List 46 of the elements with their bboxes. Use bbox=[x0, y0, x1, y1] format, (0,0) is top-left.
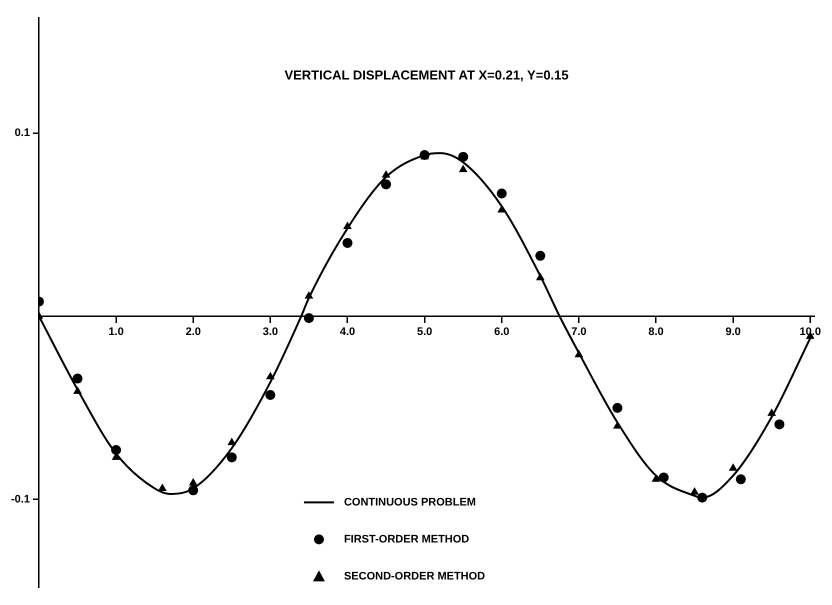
point bbox=[304, 291, 314, 299]
x-tick-label: 8.0 bbox=[648, 326, 664, 338]
x-tick-label: 2.0 bbox=[186, 326, 201, 338]
x-tick-label: 3.0 bbox=[262, 326, 278, 338]
point bbox=[188, 478, 198, 486]
point bbox=[774, 419, 784, 430]
x-tick-label: 9.0 bbox=[725, 326, 741, 338]
point bbox=[188, 485, 198, 496]
point bbox=[73, 386, 82, 394]
point bbox=[342, 238, 352, 248]
point bbox=[72, 374, 83, 384]
point bbox=[266, 372, 275, 380]
point bbox=[728, 463, 738, 471]
point bbox=[458, 164, 468, 172]
point bbox=[226, 452, 237, 462]
text: VERTICAL DISPLACEMENT AT X=0.21, Y=0.15 bbox=[284, 68, 569, 83]
point bbox=[690, 487, 699, 495]
point bbox=[535, 250, 546, 261]
y-tick-label: 0.1 bbox=[14, 127, 30, 140]
point bbox=[158, 483, 167, 491]
point bbox=[265, 390, 276, 400]
point bbox=[381, 179, 392, 190]
y-tick-label: -0.1 bbox=[10, 493, 30, 506]
point bbox=[536, 272, 545, 280]
x-tick-label: 6.0 bbox=[494, 326, 510, 338]
point bbox=[496, 188, 507, 198]
point bbox=[343, 221, 352, 229]
point bbox=[574, 350, 584, 358]
x-tick-label: 1.0 bbox=[108, 326, 124, 338]
point bbox=[111, 444, 122, 455]
legend-label: CONTINUOUS PROBLEM bbox=[344, 496, 476, 508]
point bbox=[382, 170, 390, 178]
point bbox=[652, 474, 660, 482]
point bbox=[227, 438, 236, 446]
point bbox=[736, 474, 746, 484]
point bbox=[658, 472, 669, 482]
point bbox=[612, 402, 622, 413]
point bbox=[458, 152, 468, 162]
legend-label: FIRST-ORDER METHOD bbox=[344, 533, 470, 546]
legend-label: SECOND-ORDER METHOD bbox=[344, 570, 486, 582]
point bbox=[697, 492, 708, 503]
point bbox=[304, 313, 314, 324]
x-tick-label: 5.0 bbox=[416, 326, 432, 338]
x-tick-label: 4.0 bbox=[340, 326, 356, 338]
point bbox=[767, 408, 776, 416]
x-tick-label: 7.0 bbox=[571, 326, 587, 338]
